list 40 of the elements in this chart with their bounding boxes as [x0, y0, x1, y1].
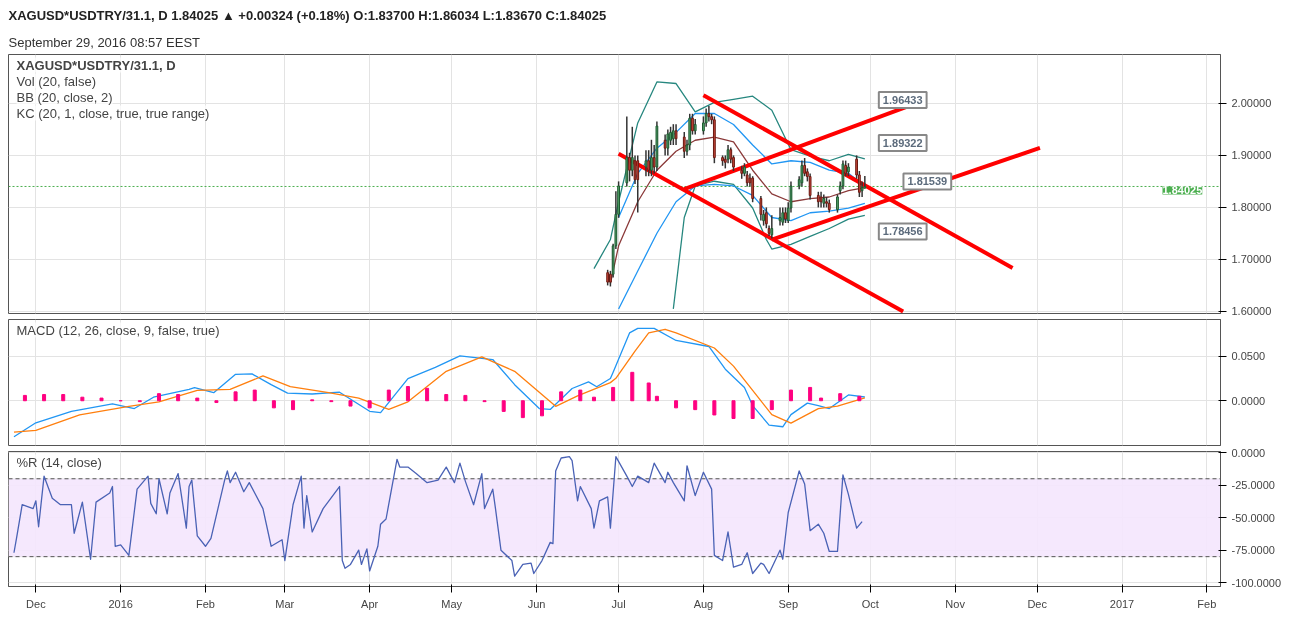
x-tick-label: Sep	[778, 597, 799, 610]
y-tick-label: -50.0000	[1231, 511, 1275, 524]
x-tick-label: Oct	[861, 597, 879, 610]
y-tick-label: 1.80000	[1231, 201, 1272, 214]
y-tick-label: -25.0000	[1231, 479, 1275, 492]
annotation: Vol (20, false)	[16, 73, 96, 89]
x-tick-label: Jun	[527, 597, 546, 610]
x-tick-label: May	[441, 597, 463, 610]
x-tick-label: Apr	[361, 597, 379, 610]
annotation: BB (20, close, 2)	[16, 89, 113, 105]
x-tick-label: Feb	[196, 597, 215, 610]
x-tick-label: Mar	[275, 597, 295, 610]
y-tick-label: 2.00000	[1231, 97, 1272, 110]
x-tick-label: Aug	[693, 597, 714, 610]
annotation: 1.89322	[882, 136, 923, 149]
x-tick-label: Dec	[1027, 597, 1048, 610]
x-tick-label: Nov	[945, 597, 966, 610]
y-tick-label: -100.0000	[1231, 576, 1282, 589]
y-tick-label: 1.70000	[1231, 253, 1272, 266]
y-tick-label: 0.0000	[1231, 394, 1266, 407]
y-tick-label: 1.60000	[1231, 305, 1272, 318]
chart-subtitle: September 29, 2016 08:57 EEST	[8, 34, 201, 50]
chart-title: XAGUSD*USDTRY/31.1, D 1.84025 ▲ +0.00324 (+0.18%) O:1.83700 H:1.86034 L:1.83670 C:1.84025	[8, 7, 607, 23]
annotation: 1.81539	[907, 175, 948, 188]
annotation: KC (20, 1, close, true, true range)	[16, 105, 210, 121]
x-tick-label: 2017	[1109, 597, 1135, 610]
x-tick-label: 2016	[108, 597, 133, 610]
y-tick-label: 1.90000	[1231, 149, 1272, 162]
y-tick-label: 0.0500	[1231, 350, 1266, 363]
annotation: MACD (12, 26, close, 9, false, true)	[16, 322, 220, 338]
x-tick-label: Jul	[611, 597, 626, 610]
annotation: 1.96433	[882, 93, 923, 106]
ref-line-label: 1.84025	[1162, 184, 1203, 197]
annotation: 1.78456	[882, 225, 923, 238]
y-tick-label: 0.0000	[1231, 446, 1266, 459]
annotation: XAGUSD*USDTRY/31.1, D	[16, 57, 176, 73]
annotation: %R (14, close)	[16, 454, 102, 470]
x-tick-label: Feb	[1197, 597, 1217, 610]
y-tick-label: -75.0000	[1231, 544, 1275, 557]
x-tick-label: Dec	[26, 597, 47, 610]
